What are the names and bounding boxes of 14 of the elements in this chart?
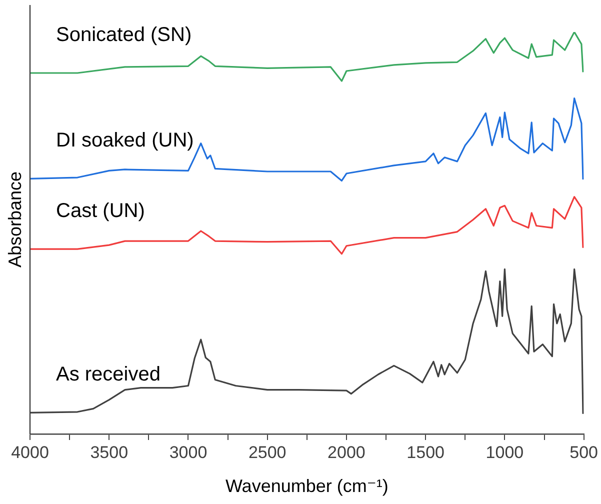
x-tick-label: 2500: [248, 442, 286, 462]
series-label: Sonicated (SN): [56, 24, 192, 46]
x-tick-label: 1000: [486, 442, 524, 462]
x-tick-label: 4000: [11, 442, 49, 462]
x-tick-label: 1500: [406, 442, 444, 462]
series-label: DI soaked (UN): [56, 130, 194, 152]
x-axis-title: Wavenumber (cm⁻¹): [225, 476, 388, 496]
x-tick-label: 3500: [90, 442, 128, 462]
y-axis-title: Absorbance: [4, 171, 25, 268]
series-label: As received: [56, 364, 160, 386]
series-label: Cast (UN): [56, 200, 145, 222]
x-tick-label: 2000: [328, 442, 366, 462]
x-tick-label: 3000: [169, 442, 208, 462]
x-tick-label: 500: [570, 442, 598, 462]
